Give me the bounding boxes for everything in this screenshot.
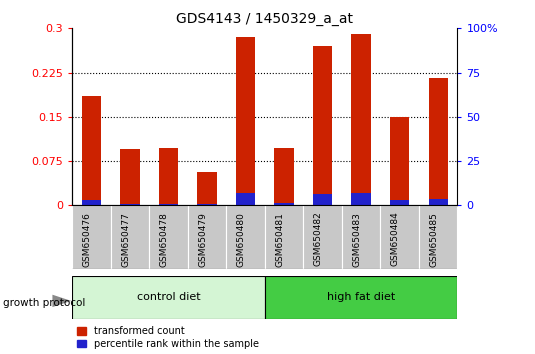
Text: control diet: control diet: [137, 292, 200, 302]
Text: high fat diet: high fat diet: [327, 292, 395, 302]
Bar: [390, 117, 409, 205]
Text: GSM650477: GSM650477: [121, 212, 130, 267]
Bar: [380, 205, 419, 269]
Bar: [351, 193, 371, 205]
Text: GSM650485: GSM650485: [429, 212, 438, 267]
Bar: [197, 172, 217, 205]
Bar: [274, 148, 294, 205]
Polygon shape: [52, 295, 71, 307]
Bar: [265, 205, 303, 269]
Bar: [429, 199, 448, 205]
Text: GSM650476: GSM650476: [82, 212, 91, 267]
Bar: [188, 205, 226, 269]
Bar: [82, 96, 101, 205]
Bar: [313, 46, 332, 205]
Bar: [72, 276, 265, 319]
Text: GSM650483: GSM650483: [352, 212, 361, 267]
Bar: [390, 200, 409, 205]
Bar: [265, 276, 457, 319]
Bar: [82, 200, 101, 205]
Bar: [419, 205, 457, 269]
Bar: [149, 205, 188, 269]
Bar: [72, 205, 111, 269]
Text: GSM650482: GSM650482: [314, 212, 323, 267]
Bar: [236, 193, 255, 205]
Text: GSM650481: GSM650481: [275, 212, 284, 267]
Bar: [111, 205, 149, 269]
Bar: [159, 204, 178, 205]
Bar: [120, 204, 140, 205]
Bar: [120, 149, 140, 205]
Bar: [342, 205, 380, 269]
Text: GSM650479: GSM650479: [198, 212, 207, 267]
Title: GDS4143 / 1450329_a_at: GDS4143 / 1450329_a_at: [177, 12, 353, 26]
Text: GSM650484: GSM650484: [391, 212, 400, 267]
Bar: [313, 194, 332, 205]
Bar: [197, 204, 217, 205]
Bar: [226, 205, 265, 269]
Bar: [236, 37, 255, 205]
Text: GSM650480: GSM650480: [236, 212, 246, 267]
Bar: [303, 205, 342, 269]
Text: growth protocol: growth protocol: [3, 298, 85, 308]
Bar: [159, 148, 178, 205]
Bar: [351, 34, 371, 205]
Legend: transformed count, percentile rank within the sample: transformed count, percentile rank withi…: [77, 326, 258, 349]
Bar: [274, 202, 294, 205]
Text: GSM650478: GSM650478: [159, 212, 169, 267]
Bar: [429, 79, 448, 205]
